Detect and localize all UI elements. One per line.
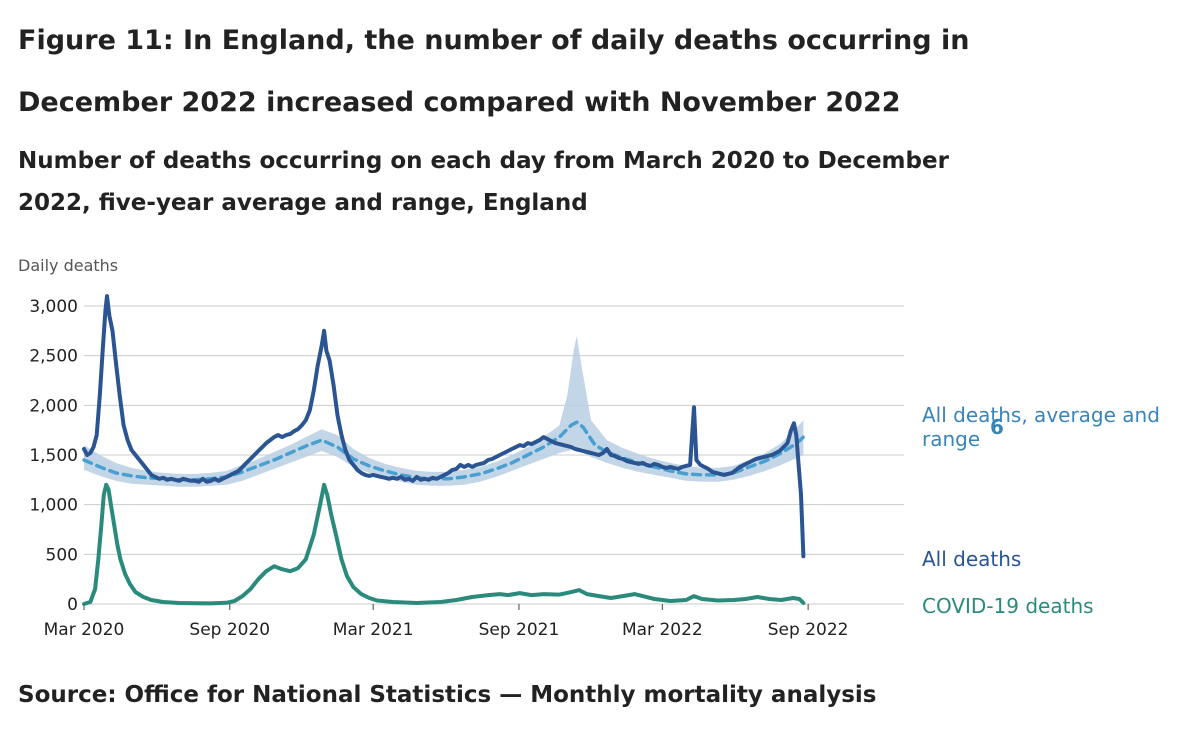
gridlines <box>84 305 904 605</box>
figure-title: Figure 11: In England, the number of dai… <box>18 10 1018 134</box>
y-tick-label-1000: 1,000 <box>29 496 78 516</box>
source-note: Source: Office for National Statistics —… <box>18 682 877 708</box>
x-tick-label: Sep 2022 <box>768 620 849 640</box>
x-tick-label: Mar 2022 <box>622 620 703 640</box>
y-tick-label-2000: 2,000 <box>29 396 78 416</box>
chart-subtitle: Number of deaths occurring on each day f… <box>18 140 1018 224</box>
y-tick-label-1500: 1,500 <box>29 446 78 466</box>
y-axis-label: Daily deaths <box>18 256 118 275</box>
legend: All deaths, average and range 6 All deat… <box>922 403 1160 618</box>
chart-subtitle-line-2: 2022, five-year average and range, Engla… <box>18 190 588 216</box>
x-axis-ticks: Mar 2020 Sep 2020 Mar 2021 Sep 2021 Mar 2022… <box>44 604 849 640</box>
legend-all-deaths-label: All deaths <box>922 547 1021 571</box>
y-axis-ticks: 0 500 1,000 1,500 2,000 2,500 3,000 <box>29 297 78 615</box>
figure-title-line-1: Figure 11: In England, the number of dai… <box>18 25 970 56</box>
chart-subtitle-line-1: Number of deaths occurring on each day f… <box>18 148 949 174</box>
all-deaths-line <box>82 294 806 559</box>
y-tick-label-0: 0 <box>67 595 78 615</box>
covid-deaths-line <box>82 482 806 606</box>
x-tick-label: Sep 2021 <box>479 620 560 640</box>
series-layer <box>82 294 806 606</box>
y-tick-label-500: 500 <box>46 545 78 565</box>
x-tick-label: Mar 2020 <box>44 620 125 640</box>
five-year-range-band <box>84 335 804 487</box>
y-tick-label-3000: 3,000 <box>29 297 78 317</box>
legend-average-label-line-2: range <box>922 427 980 451</box>
y-tick-label-2500: 2,500 <box>29 347 78 367</box>
x-tick-label: Sep 2020 <box>189 620 270 640</box>
figure-title-line-2: December 2022 increased compared with No… <box>18 87 901 118</box>
legend-covid-deaths-label: COVID-19 deaths <box>922 594 1094 618</box>
x-tick-label: Mar 2021 <box>333 620 414 640</box>
legend-average-label-line-1: All deaths, average and <box>922 403 1160 427</box>
legend-average-footnote: 6 <box>990 415 1004 439</box>
